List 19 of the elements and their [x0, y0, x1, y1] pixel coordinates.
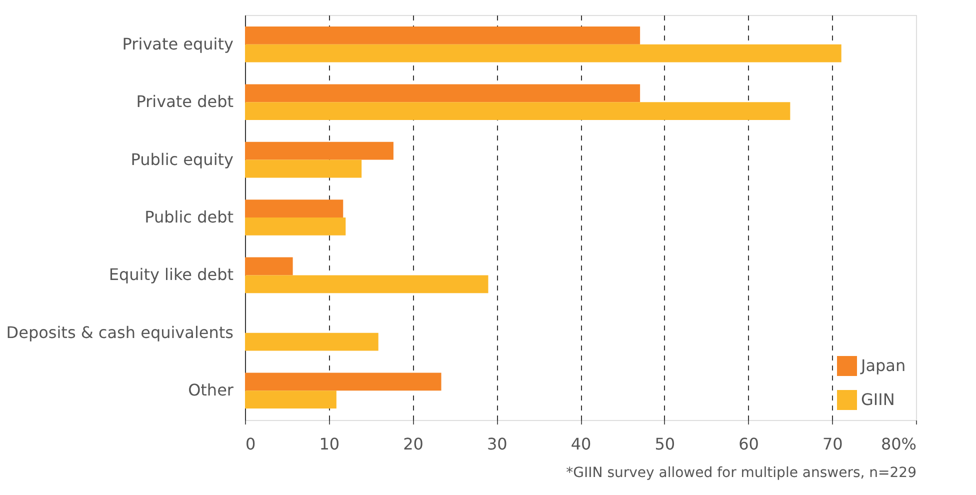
x-tick-label: 60	[738, 434, 759, 454]
y-tick-label: Public debt	[144, 208, 234, 226]
x-tick-label: 30	[486, 434, 508, 454]
x-tick-label: 80%	[880, 434, 916, 454]
legend-label: Japan	[860, 356, 906, 375]
x-tick-label: 70	[822, 434, 843, 454]
text: *GIIN survey allowed for multiple answers, n=229	[566, 465, 916, 481]
x-tick-label: 10	[319, 434, 340, 454]
legend-label: GIIN	[861, 390, 895, 409]
y-tick-label: Deposits & cash equivalents	[6, 322, 234, 342]
y-tick-label: Public equity	[130, 150, 234, 169]
y-tick-label: Equity like debt	[108, 265, 234, 284]
x-tick-label: 20	[403, 434, 424, 454]
y-tick-label: Other	[188, 380, 234, 400]
y-tick-label: Private debt	[136, 92, 234, 112]
x-tick-label: 40	[570, 434, 592, 454]
y-tick-label: Private equity	[122, 34, 234, 54]
x-tick-label: 0	[246, 434, 256, 454]
x-tick-label: 50	[654, 434, 676, 454]
